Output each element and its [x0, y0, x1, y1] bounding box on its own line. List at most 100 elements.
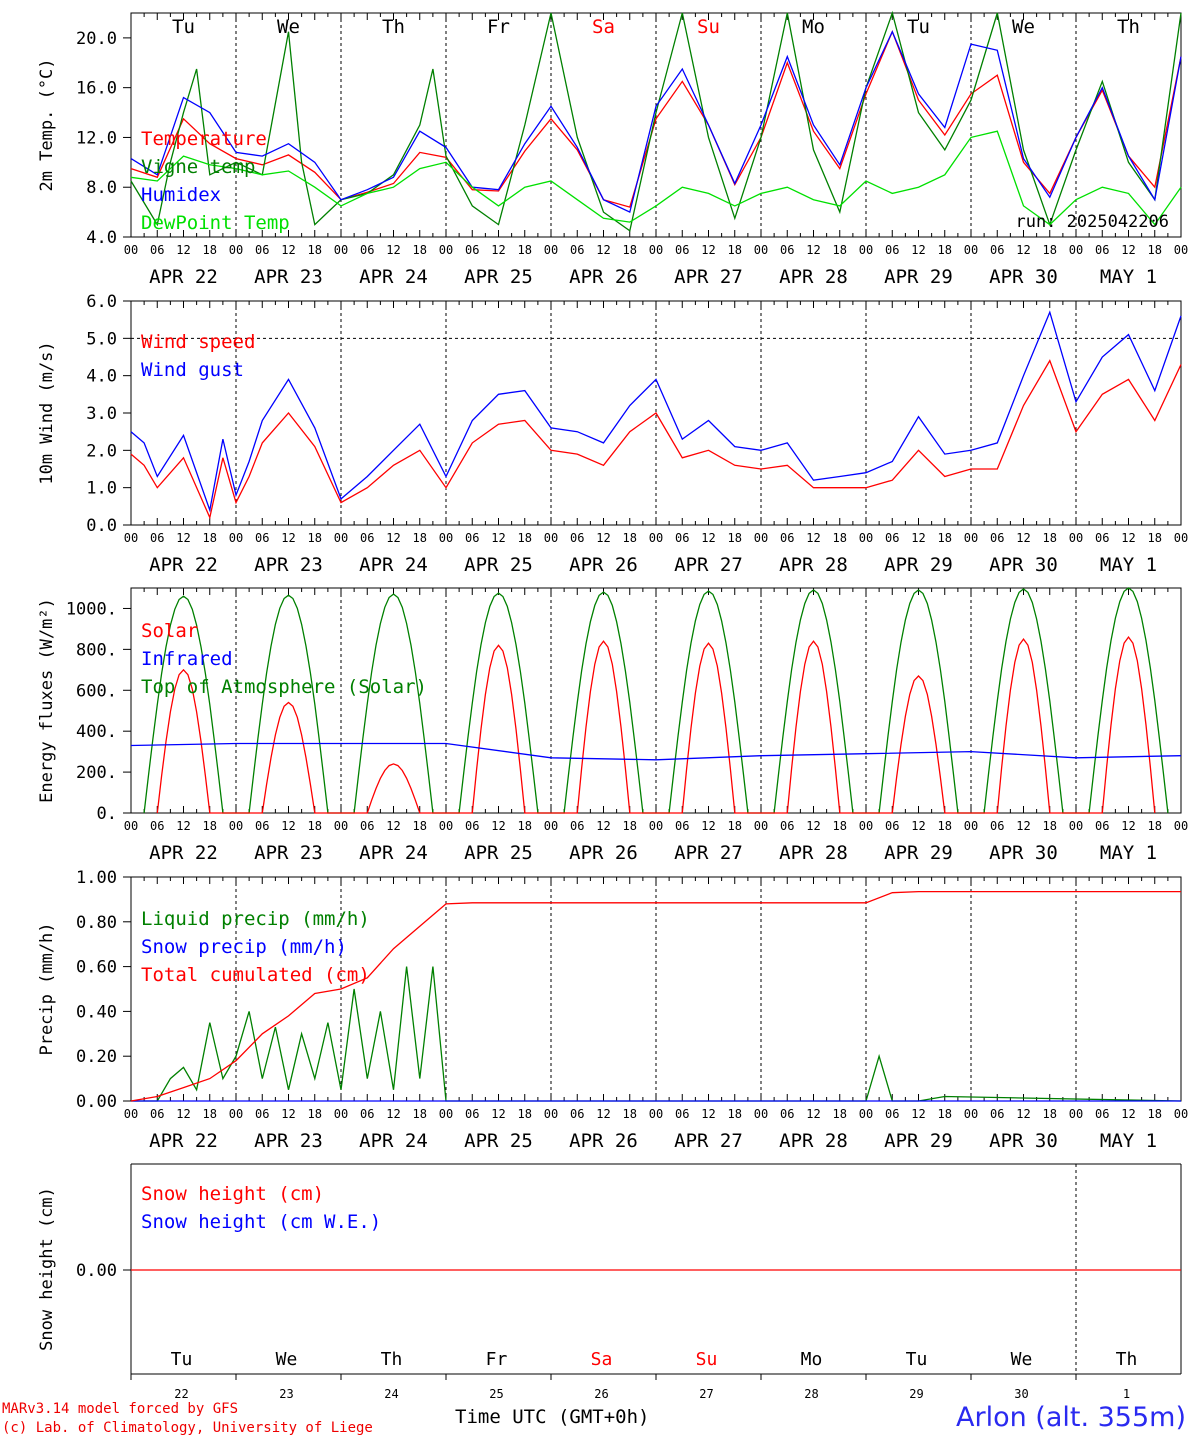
run-label: run: 2025042206 — [1015, 212, 1169, 232]
date-label: APR 24 — [359, 266, 428, 288]
hour-tick-label: 00 — [1069, 819, 1083, 833]
weekday-label: Tu — [172, 16, 195, 38]
hour-tick-label: 00 — [124, 1107, 138, 1121]
hour-tick-label: 12 — [386, 531, 400, 545]
hour-tick-label: 00 — [964, 819, 978, 833]
hour-tick-label: 18 — [413, 531, 427, 545]
hour-tick-label: 06 — [255, 531, 269, 545]
date-label: APR 29 — [884, 266, 953, 288]
hour-tick-label: 12 — [1016, 819, 1030, 833]
hour-tick-label: 18 — [1148, 1107, 1162, 1121]
hour-tick-label: 12 — [806, 1107, 820, 1121]
y-axis-label: 2m Temp. (°C) — [37, 58, 57, 191]
weekday-label: We — [1012, 16, 1035, 38]
hour-tick-label: 12 — [911, 531, 925, 545]
date-label: APR 28 — [779, 1130, 848, 1152]
hour-tick-label: 06 — [1095, 819, 1109, 833]
hour-tick-label: 06 — [1095, 531, 1109, 545]
date-label: APR 24 — [359, 842, 428, 864]
hour-tick-label: 18 — [938, 531, 952, 545]
hour-tick-label: 00 — [439, 819, 453, 833]
hour-tick-label: 00 — [649, 1107, 663, 1121]
series-line-top-of-atmosphere-solar- — [143, 587, 1169, 814]
hour-tick-label: 12 — [911, 243, 925, 257]
y-axis-label: 10m Wind (m/s) — [37, 341, 57, 484]
y-tick-label: 400. — [76, 722, 117, 742]
hour-tick-label: 06 — [150, 819, 164, 833]
hour-tick-label: 12 — [1121, 243, 1135, 257]
date-label: APR 23 — [254, 1130, 323, 1152]
hour-tick-label: 18 — [938, 1107, 952, 1121]
y-axis-label: Precip (mm/h) — [37, 922, 57, 1055]
hour-tick-label: 06 — [465, 1107, 479, 1121]
hour-tick-label: 00 — [859, 819, 873, 833]
hour-tick-label: 18 — [203, 819, 217, 833]
day-number-label: 25 — [489, 1387, 503, 1400]
series-line-solar — [156, 636, 1156, 814]
panel-5: 0.00 Snow height (cm) Snow height (cm) Snow… — [37, 1163, 1182, 1400]
hour-tick-label: 06 — [780, 1107, 794, 1121]
hour-tick-label: 18 — [833, 1107, 847, 1121]
date-label: APR 22 — [149, 554, 218, 576]
weekday-label: Mo — [801, 1349, 823, 1370]
legend-entry: Wind speed — [141, 331, 255, 353]
legend-entry: Infrared — [141, 648, 233, 670]
weekday-label: Th — [381, 1349, 403, 1370]
panel-3: 00 06 12 18 00 06 12 18 00 06 12 18 00 06 12 18 00 06 12 18… — [37, 587, 1188, 864]
legend-entry: Solar — [141, 620, 198, 642]
weekday-label: Tu — [906, 1349, 928, 1370]
hour-tick-label: 00 — [859, 531, 873, 545]
legend-entry: Humidex — [141, 184, 221, 206]
hour-tick-label: 06 — [150, 1107, 164, 1121]
hour-tick-label: 18 — [1043, 243, 1057, 257]
hour-tick-label: 18 — [413, 819, 427, 833]
legend-entry: Temperature — [141, 128, 267, 150]
hour-tick-label: 18 — [1043, 531, 1057, 545]
hour-tick-label: 06 — [255, 819, 269, 833]
hour-tick-label: 06 — [465, 819, 479, 833]
hour-tick-label: 06 — [885, 243, 899, 257]
hour-tick-label: 06 — [885, 819, 899, 833]
date-label: APR 22 — [149, 1130, 218, 1152]
legend-entry: Top of Atmosphere (Solar) — [141, 676, 427, 698]
y-tick-label: 3.0 — [86, 404, 117, 424]
hour-tick-label: 12 — [1121, 1107, 1135, 1121]
hour-tick-label: 12 — [386, 243, 400, 257]
legend-entry: DewPoint Temp — [141, 212, 290, 234]
date-label: APR 28 — [779, 842, 848, 864]
panel-4: 00 06 12 18 00 06 12 18 00 06 12 18 00 06 12 18 00 06 12 18… — [37, 868, 1188, 1152]
model-credit: MARv3.14 model forced by GFS — [2, 1401, 239, 1417]
hour-tick-label: 12 — [1121, 819, 1135, 833]
hour-tick-label: 00 — [124, 531, 138, 545]
hour-tick-label: 18 — [623, 243, 637, 257]
hour-tick-label: 12 — [176, 531, 190, 545]
weekday-label: Th — [1116, 1349, 1138, 1370]
date-label: APR 23 — [254, 554, 323, 576]
hour-tick-label: 12 — [281, 1107, 295, 1121]
day-number-label: 1 — [1123, 1387, 1130, 1400]
legend-entry: Snow precip (mm/h) — [141, 936, 347, 958]
hour-tick-label: 06 — [780, 531, 794, 545]
y-tick-label: 5.0 — [86, 329, 117, 349]
hour-tick-label: 00 — [754, 243, 768, 257]
hour-tick-label: 12 — [701, 819, 715, 833]
hour-tick-label: 06 — [360, 1107, 374, 1121]
series-line-infrared — [130, 742, 1182, 761]
hour-tick-label: 06 — [150, 243, 164, 257]
weekday-label: Th — [382, 16, 405, 38]
hour-tick-label: 06 — [885, 1107, 899, 1121]
day-number-label: 27 — [699, 1387, 713, 1400]
y-tick-label: 0.80 — [76, 913, 117, 933]
hour-tick-label: 12 — [1016, 1107, 1030, 1121]
hour-tick-label: 18 — [938, 819, 952, 833]
hour-tick-label: 00 — [649, 531, 663, 545]
hour-tick-label: 18 — [833, 819, 847, 833]
day-number-label: 26 — [594, 1387, 608, 1400]
hour-tick-label: 06 — [1095, 243, 1109, 257]
date-label: APR 29 — [884, 842, 953, 864]
hour-tick-label: 18 — [938, 243, 952, 257]
date-label: MAY 1 — [1100, 266, 1157, 288]
weekday-label: We — [276, 1349, 298, 1370]
y-tick-label: 8.0 — [86, 178, 117, 198]
y-tick-label: 0.0 — [86, 516, 117, 536]
